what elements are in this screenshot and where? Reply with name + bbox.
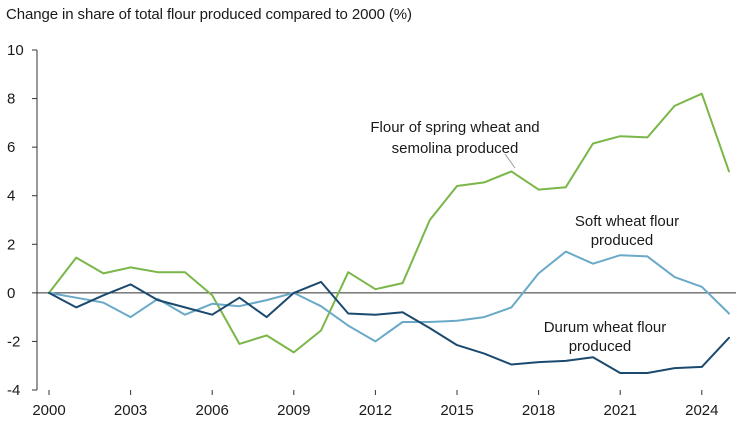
y-tick-label: 6 [7, 139, 15, 156]
spring-annotation-leader [504, 153, 516, 169]
series-line-flour-of-spring-wheat-and-semolina-produced [48, 92, 730, 354]
y-tick-label: 10 [7, 42, 24, 59]
axes-layer: -4 -2 0 2 4 6 8 10 2000 2003 2006 2009 2012 2015 2018 2… [7, 42, 736, 419]
chart-title: Change in share of total flour produced … [6, 6, 412, 23]
spring-annotation-line-1: Flour of spring wheat and [370, 119, 539, 136]
x-tick-label: 2015 [440, 402, 473, 419]
durum-annotation-line-2: produced [569, 338, 632, 355]
durum-annotation-line-1: Durum wheat flour [544, 319, 667, 336]
x-tick-label: 2003 [114, 402, 147, 419]
y-tick-label: 0 [7, 285, 15, 302]
x-tick-label: 2000 [32, 402, 65, 419]
y-tick-label: 4 [7, 188, 15, 205]
x-tick-label: 2009 [277, 402, 310, 419]
x-tick-label: 2012 [359, 402, 392, 419]
series-line-durum-wheat-flour-produced [48, 280, 730, 374]
soft-annotation-line-1: Soft wheat flour [575, 213, 679, 230]
y-tick-label: 2 [7, 236, 15, 253]
annotation-layer: Flour of spring wheat and semolina produ… [370, 119, 679, 355]
x-tick-label: 2024 [685, 402, 718, 419]
y-tick-label: -4 [7, 382, 20, 399]
x-tick-label: 2021 [604, 402, 637, 419]
spring-annotation-line-2: semolina produced [392, 140, 519, 157]
soft-annotation-line-2: produced [591, 232, 654, 249]
x-tick-label: 2018 [522, 402, 555, 419]
y-tick-label: 8 [7, 91, 15, 108]
y-tick-label: -2 [7, 333, 20, 350]
x-tick-label: 2006 [196, 402, 229, 419]
series-layer [48, 92, 730, 374]
